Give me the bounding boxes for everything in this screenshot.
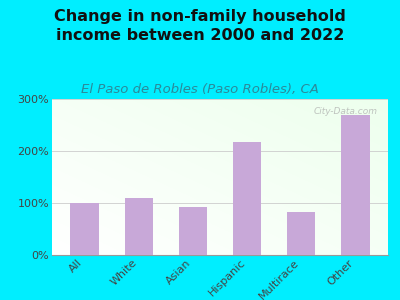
Bar	[287, 212, 315, 255]
Bar	[125, 198, 153, 255]
Bar	[341, 115, 370, 255]
Text: Change in non-family household
income between 2000 and 2022: Change in non-family household income be…	[54, 9, 346, 43]
Bar	[179, 207, 207, 255]
Text: City-Data.com: City-Data.com	[314, 107, 378, 116]
Text: El Paso de Robles (Paso Robles), CA: El Paso de Robles (Paso Robles), CA	[81, 82, 319, 95]
Bar	[70, 203, 99, 255]
Bar	[233, 142, 261, 255]
